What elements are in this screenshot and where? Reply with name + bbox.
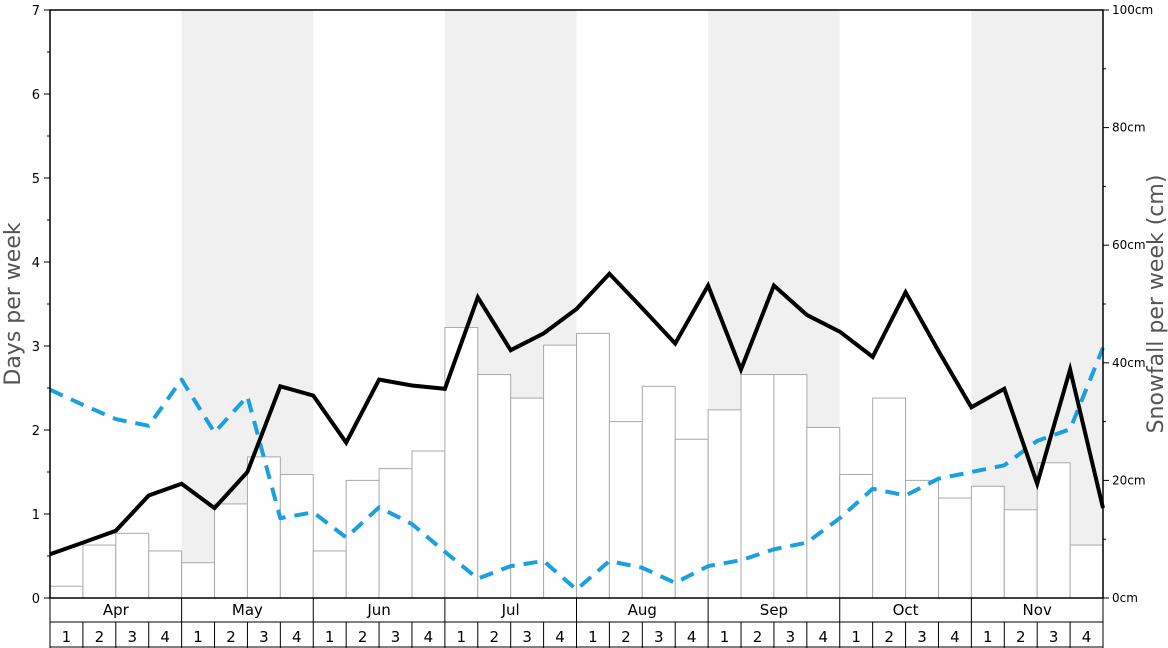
week-label: 4 (819, 628, 829, 646)
month-label-oct: Oct (893, 601, 919, 619)
week-label: 2 (884, 628, 894, 646)
week-label: 2 (95, 628, 105, 646)
snowfall-bar (806, 426, 841, 599)
left-tick-label: 2 (32, 424, 40, 439)
snowfall-bar (1003, 509, 1038, 599)
snowfall-bar (378, 468, 413, 599)
snowfall-bar (312, 550, 347, 599)
snowfall-bar (279, 474, 314, 599)
right-tick-label: 80cm (1112, 121, 1146, 135)
snowfall-bar (82, 544, 117, 599)
month-label-jun: Jun (366, 601, 390, 619)
snowfall-bar (872, 397, 907, 599)
snowfall-bar (115, 532, 150, 599)
right-tick-label: 40cm (1112, 356, 1146, 370)
month-label-nov: Nov (1023, 601, 1052, 619)
left-tick-label: 3 (32, 340, 40, 355)
snowfall-bars (49, 327, 1104, 599)
month-label-aug: Aug (628, 601, 657, 619)
right-tick-label: 20cm (1112, 473, 1146, 487)
snowfall-bar (543, 344, 577, 599)
left-axis: 0 1 2 3 4 5 6 7 (32, 4, 50, 607)
week-label: 2 (1016, 628, 1026, 646)
left-axis-title: Days per week (1, 222, 26, 385)
snowfall-bar (608, 421, 643, 599)
week-label: 4 (292, 628, 302, 646)
snowfall-bar (773, 374, 808, 599)
right-tick-label: 0cm (1112, 591, 1138, 605)
snowfall-bar (1069, 544, 1104, 599)
snowfall-bar (937, 497, 972, 599)
month-label-may: May (232, 601, 263, 619)
week-label: 1 (325, 628, 335, 646)
week-label: 3 (391, 628, 401, 646)
week-label: 3 (786, 628, 796, 646)
week-label: 2 (621, 628, 631, 646)
snowfall-bar (49, 585, 84, 599)
week-label: 3 (127, 628, 137, 646)
x-axis: Apr May Jun Jul Aug Sep Oct Nov 1 2 3 4 1 2 3 4 1 2 3 4 1 2 3 4… (49, 598, 1104, 648)
snowfall-bar (576, 332, 610, 599)
left-tick-label: 4 (32, 256, 40, 271)
week-label: 1 (457, 628, 467, 646)
week-label: 4 (555, 628, 565, 646)
week-label: 3 (522, 628, 532, 646)
left-tick-label: 5 (32, 172, 40, 187)
snowfall-bar (214, 503, 248, 599)
snowfall-bar (345, 479, 380, 599)
snowfall-bar (641, 385, 676, 599)
week-label: 1 (588, 628, 598, 646)
week-label: 4 (950, 628, 960, 646)
snowfall-bar (246, 456, 281, 599)
right-axis-title: Snowfall per week (cm) (1144, 175, 1168, 434)
month-label-jul: Jul (501, 601, 520, 619)
right-tick-label: 60cm (1112, 238, 1146, 252)
week-label: 1 (851, 628, 861, 646)
week-label: 2 (753, 628, 763, 646)
snowfall-bar (1036, 462, 1071, 599)
week-label: 1 (62, 628, 72, 646)
week-label: 1 (720, 628, 730, 646)
week-label: 3 (654, 628, 664, 646)
snowfall-bar (148, 550, 183, 599)
snowfall-bar (477, 374, 512, 599)
left-tick-label: 7 (32, 4, 40, 19)
snowfall-bar (411, 450, 446, 599)
left-tick-label: 1 (32, 508, 40, 523)
right-axis: 0cm 20cm 40cm 60cm 80cm 100cm (1103, 3, 1153, 605)
snowfall-bar (510, 397, 545, 599)
snowfall-bar (707, 409, 742, 599)
week-label: 4 (687, 628, 697, 646)
month-label-sep: Sep (760, 601, 788, 619)
snowfall-bar (905, 479, 939, 599)
snowfall-bar (181, 562, 216, 599)
left-tick-label: 6 (32, 88, 40, 103)
right-tick-label: 100cm (1112, 3, 1153, 17)
week-label: 1 (193, 628, 203, 646)
week-label: 2 (489, 628, 499, 646)
solid-series-line (49, 270, 1105, 557)
snowfall-bar (970, 485, 1005, 599)
week-label: 3 (1049, 628, 1059, 646)
week-label: 3 (259, 628, 269, 646)
snowfall-bar (740, 374, 775, 599)
week-label: 4 (424, 628, 434, 646)
week-label: 2 (226, 628, 236, 646)
snowfall-bar (674, 438, 709, 599)
day-lines (49, 270, 1105, 592)
week-label: 4 (1082, 628, 1092, 646)
week-label: 2 (358, 628, 368, 646)
month-label-apr: Apr (103, 601, 130, 619)
week-label: 4 (160, 628, 170, 646)
left-tick-label: 0 (32, 592, 40, 607)
week-label: 3 (917, 628, 927, 646)
week-label: 1 (983, 628, 993, 646)
dashed-series-line (49, 346, 1105, 592)
